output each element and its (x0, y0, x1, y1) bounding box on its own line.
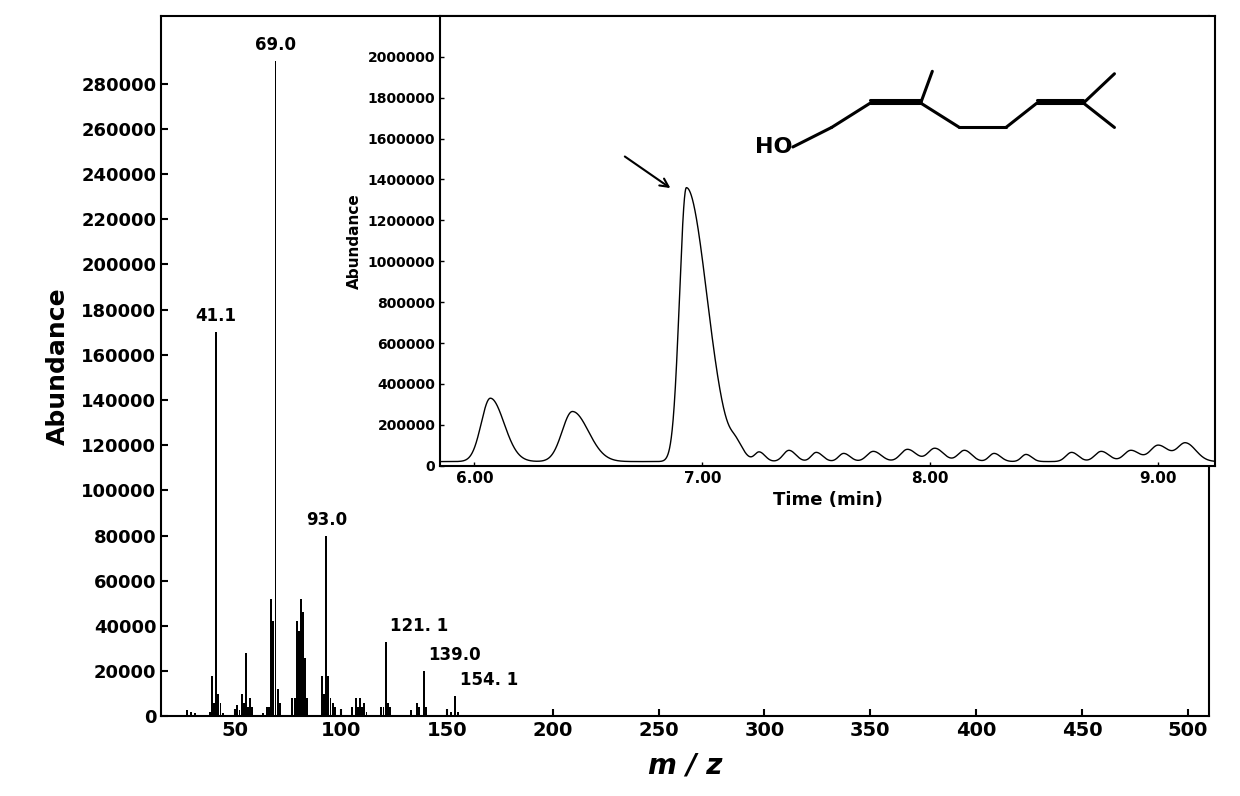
Bar (211, 676, 213, 716)
Bar (238, 709, 241, 716)
Bar (237, 705, 238, 716)
Bar (274, 61, 277, 716)
Bar (306, 698, 309, 716)
Bar (366, 712, 367, 716)
Bar (291, 698, 294, 716)
Bar (418, 708, 420, 716)
Bar (295, 622, 298, 716)
Bar (247, 708, 249, 716)
Bar (186, 709, 187, 716)
Bar (361, 708, 363, 716)
Bar (425, 708, 427, 716)
Bar (389, 708, 391, 716)
Bar (270, 599, 273, 716)
Text: 154. 1: 154. 1 (460, 671, 518, 689)
Bar (410, 709, 412, 716)
Bar (216, 332, 217, 716)
Text: HO: HO (755, 137, 792, 157)
Bar (363, 703, 366, 716)
Bar (241, 694, 243, 716)
Y-axis label: Abundance: Abundance (347, 193, 362, 289)
Bar (384, 642, 387, 716)
Bar (303, 612, 304, 716)
Y-axis label: Abundance: Abundance (46, 287, 71, 445)
Bar (325, 536, 327, 716)
Bar (277, 689, 279, 716)
Bar (334, 708, 336, 716)
Text: 41.1: 41.1 (196, 307, 237, 326)
Bar (360, 698, 361, 716)
Bar (455, 696, 456, 716)
Bar (330, 698, 331, 716)
Text: 69.0: 69.0 (255, 37, 296, 54)
Bar (327, 676, 330, 716)
Bar (267, 708, 268, 716)
Bar (382, 708, 384, 716)
Bar (423, 671, 424, 716)
Bar (351, 708, 352, 716)
Bar (279, 703, 280, 716)
Bar (243, 703, 244, 716)
Bar (217, 694, 219, 716)
Bar (304, 657, 306, 716)
Bar (456, 712, 459, 716)
Bar (195, 713, 196, 716)
Bar (222, 713, 223, 716)
Text: 121. 1: 121. 1 (389, 617, 448, 635)
Bar (417, 703, 418, 716)
Bar (246, 654, 247, 716)
X-axis label: Time (min): Time (min) (773, 491, 883, 509)
Bar (273, 622, 274, 716)
Bar (234, 713, 237, 716)
Bar (324, 694, 325, 716)
Bar (298, 630, 300, 716)
Bar (300, 599, 301, 716)
Bar (381, 708, 382, 716)
Bar (252, 708, 253, 716)
Bar (321, 676, 324, 716)
Bar (387, 703, 388, 716)
Bar (332, 703, 334, 716)
Bar (268, 708, 270, 716)
Bar (219, 703, 222, 716)
Bar (213, 703, 215, 716)
X-axis label: m / z: m / z (649, 751, 722, 779)
Bar (262, 713, 264, 716)
Bar (450, 712, 453, 716)
Text: 139.0: 139.0 (428, 646, 481, 665)
Bar (355, 698, 357, 716)
Bar (357, 708, 360, 716)
Text: 93.0: 93.0 (306, 511, 347, 529)
Bar (249, 698, 250, 716)
Bar (208, 712, 211, 716)
Bar (294, 698, 295, 716)
Bar (190, 712, 192, 716)
